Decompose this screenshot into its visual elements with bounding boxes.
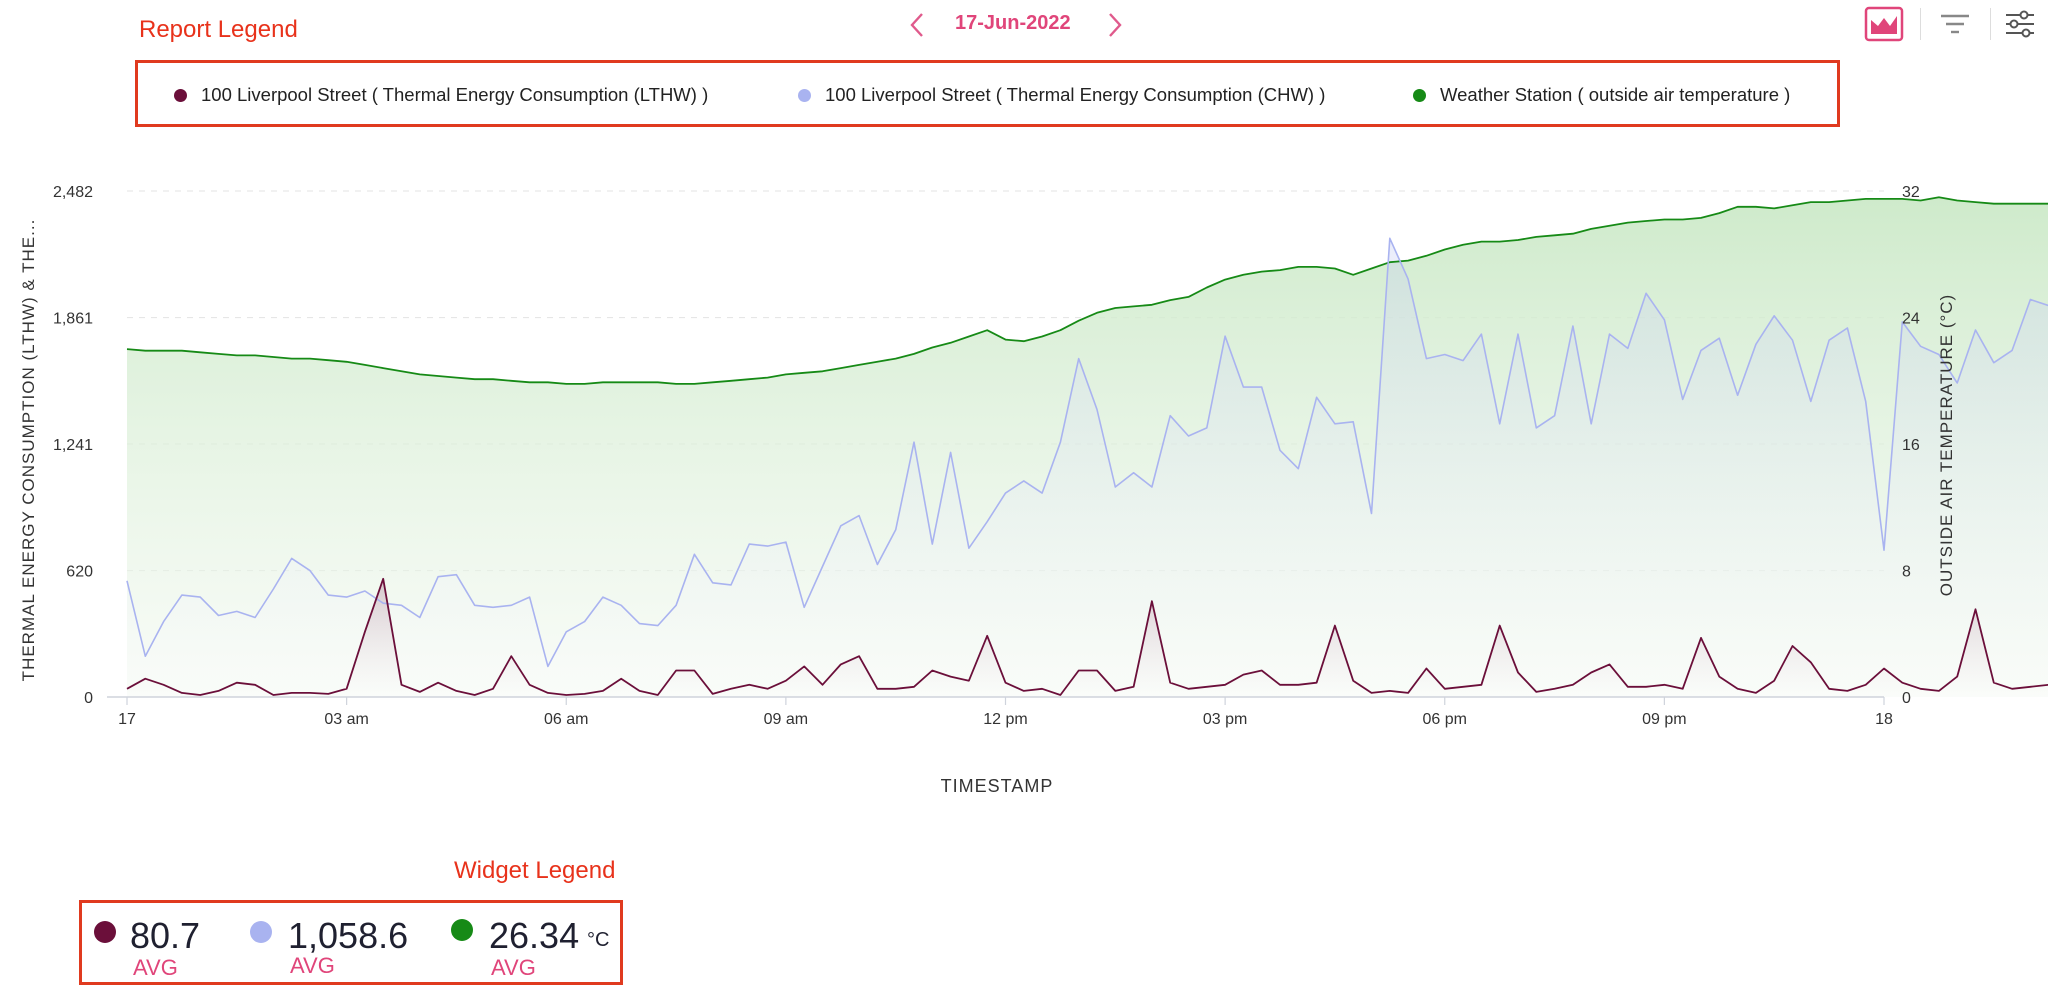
y-left-tick-label: 2,482	[53, 184, 93, 201]
prev-date-button[interactable]	[908, 10, 926, 46]
y-right-tick-label: 0	[1902, 690, 1911, 707]
y-right-tick-label: 32	[1902, 184, 1920, 201]
legend-item-lthw[interactable]: 100 Liverpool Street ( Thermal Energy Co…	[174, 84, 708, 106]
y-right-tick-label: 16	[1902, 437, 1920, 454]
filter-icon	[1941, 14, 1969, 34]
series-line-weather	[126, 196, 2048, 385]
legend-label: 100 Liverpool Street ( Thermal Energy Co…	[201, 84, 709, 105]
y-right-tick-label: 8	[1902, 564, 1911, 581]
x-tick-label: 03 am	[324, 711, 368, 728]
series-area-lthw	[127, 578, 2048, 697]
x-tick-label: 06 am	[544, 711, 588, 728]
y-left-tick-label: 0	[84, 690, 93, 707]
date-label[interactable]: 17-Jun-2022	[955, 12, 1071, 34]
widget-avg-label-weather: AVG	[491, 955, 536, 980]
report-legend-annotation: Report Legend	[139, 16, 298, 43]
toolbar-divider	[1920, 8, 1921, 40]
x-tick-label: 09 pm	[1642, 711, 1686, 728]
widget-dot-chw	[250, 921, 272, 943]
report-legend: 100 Liverpool Street ( Thermal Energy Co…	[135, 60, 1840, 127]
x-tick-label: 17	[118, 711, 136, 728]
toolbar-divider	[1990, 8, 1991, 40]
widget-avg-label-chw: AVG	[290, 953, 335, 978]
legend-label: 100 Liverpool Street ( Thermal Energy Co…	[825, 84, 1326, 105]
x-tick-label: 12 pm	[983, 711, 1027, 728]
y-left-tick-label: 620	[66, 564, 93, 581]
legend-item-weather[interactable]: Weather Station ( outside air temperatur…	[1413, 84, 1790, 106]
y-left-tick-label: 1,241	[53, 437, 93, 454]
chevron-left-icon	[910, 13, 923, 37]
widget-value-chw: 1,058.6	[288, 915, 409, 956]
y-axis-right-title: OUTSIDE AIR TEMPERATURE (°C)	[1937, 294, 1956, 596]
widget-dot-weather	[451, 919, 473, 941]
x-axis-title: TIMESTAMP	[941, 776, 1054, 796]
legend-dot	[1413, 88, 1426, 102]
legend-label: Weather Station ( outside air temperatur…	[1440, 84, 1791, 105]
x-tick-label: 06 pm	[1423, 711, 1467, 728]
x-tick-label: 03 pm	[1203, 711, 1247, 728]
y-axis-left-title: THERMAL ENERGY CONSUMPTION (LTHW) & THE.…	[19, 219, 38, 682]
area-chart-button[interactable]	[1864, 6, 1904, 46]
energy-temperature-chart: 0 620 1,241 1,861 2,482 0 8 16 24 32 17 03 am 06 am 0…	[19, 184, 2048, 796]
filter-button[interactable]	[1935, 6, 1975, 46]
widget-avg-label-lthw: AVG	[133, 955, 178, 980]
y-right-tick-label: 24	[1902, 311, 1920, 328]
x-tick-label: 09 am	[764, 711, 808, 728]
widget-unit-weather: °C	[587, 929, 610, 951]
widget-value-weather: 26.34	[489, 915, 580, 956]
widget-legend-annotation: Widget Legend	[454, 857, 616, 884]
widget-value-lthw: 80.7	[130, 915, 201, 956]
widget-dot-lthw	[94, 921, 116, 943]
widget-legend: 80.7 AVG 1,058.6 AVG 26.34 °C AVG	[79, 900, 623, 985]
next-date-button[interactable]	[1106, 10, 1124, 46]
legend-dot	[798, 88, 811, 102]
series-line-chw	[126, 237, 2048, 668]
settings-sliders-icon	[2006, 10, 2034, 38]
y-left-tick-label: 1,861	[53, 311, 93, 328]
area-chart-icon	[1864, 6, 1904, 42]
chevron-right-icon	[1109, 13, 1122, 37]
legend-dot	[174, 88, 187, 102]
settings-button[interactable]	[2000, 6, 2040, 46]
legend-item-chw[interactable]: 100 Liverpool Street ( Thermal Energy Co…	[798, 84, 1325, 106]
series-line-lthw	[126, 577, 2048, 696]
x-tick-label: 18	[1875, 711, 1893, 728]
